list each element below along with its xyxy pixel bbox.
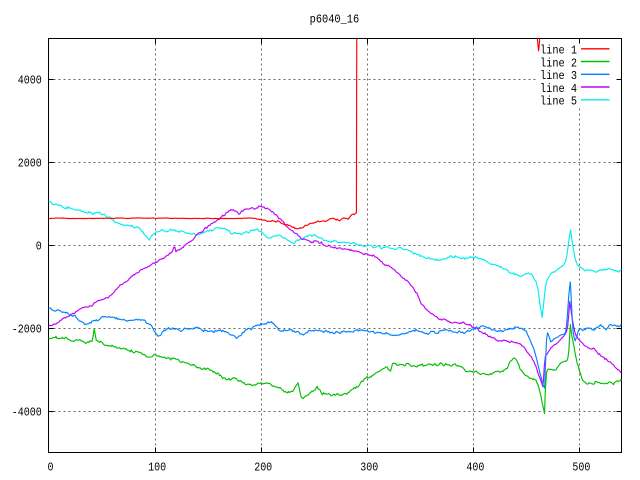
- svg-text:4000: 4000: [18, 74, 42, 88]
- svg-text:p6040_16: p6040_16: [310, 13, 360, 27]
- svg-text:line 5: line 5: [540, 95, 577, 109]
- svg-text:line 3: line 3: [540, 69, 577, 83]
- svg-text:400: 400: [466, 461, 484, 475]
- svg-text:300: 300: [360, 461, 378, 475]
- svg-text:0: 0: [48, 461, 54, 475]
- svg-text:-2000: -2000: [12, 323, 42, 337]
- svg-text:2000: 2000: [18, 157, 42, 171]
- svg-text:0: 0: [36, 240, 42, 254]
- svg-text:line 1: line 1: [540, 44, 577, 58]
- svg-text:line 4: line 4: [540, 82, 577, 96]
- svg-text:line 2: line 2: [540, 56, 577, 70]
- svg-text:200: 200: [254, 461, 272, 475]
- svg-text:-4000: -4000: [12, 406, 42, 420]
- svg-text:100: 100: [148, 461, 166, 475]
- svg-text:500: 500: [572, 461, 590, 475]
